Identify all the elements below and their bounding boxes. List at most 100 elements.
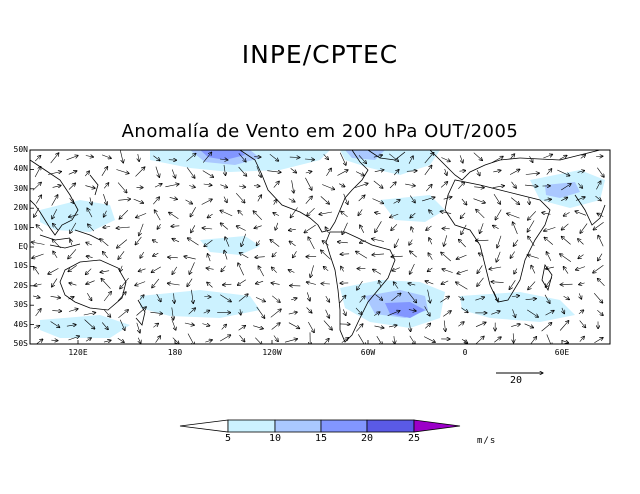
wind-vector-arrow: [358, 334, 365, 344]
wind-vector-arrow: [580, 155, 586, 159]
wind-vector-arrow: [356, 324, 363, 332]
wind-vector-arrow: [256, 306, 265, 318]
wind-vector-arrow: [493, 170, 501, 172]
wind-vector-arrow: [238, 210, 244, 216]
wind-vector-arrow: [270, 309, 281, 318]
wind-vector-arrow: [69, 283, 77, 285]
wind-vector-arrow: [577, 171, 585, 173]
wind-vector-arrow: [511, 296, 520, 297]
colorbar-label-20: 20: [360, 433, 374, 444]
wind-vector-arrow: [511, 324, 520, 327]
wind-vector-arrow: [579, 283, 585, 285]
wind-vector-arrow: [491, 156, 503, 163]
wind-vector-arrow: [87, 208, 93, 218]
wind-vector-arrow: [136, 307, 147, 316]
wind-vector-arrow: [52, 311, 61, 312]
wind-vector-arrow: [101, 154, 111, 159]
latitude-ticks: [30, 149, 34, 345]
wind-vector-arrow: [546, 334, 552, 344]
wind-vector-arrow: [343, 193, 348, 205]
wind-vector-arrow: [559, 321, 569, 331]
wind-vector-arrow: [392, 267, 400, 271]
wind-vector-arrow: [50, 296, 61, 298]
wind-vector-arrow: [119, 150, 123, 163]
wind-vector-arrow: [359, 241, 366, 243]
colorbar-unit-label: m/s: [477, 436, 497, 446]
wind-vector-arrow: [524, 185, 538, 186]
wind-vector-arrow: [358, 209, 363, 215]
wind-vector-arrow: [528, 211, 537, 220]
wind-vector-arrow: [172, 266, 178, 275]
wind-vector-arrow: [307, 207, 315, 216]
wind-vector-arrow: [238, 263, 244, 276]
wind-vector-arrow: [50, 153, 59, 164]
wind-vector-arrow: [409, 335, 415, 344]
wind-vector-arrow: [256, 281, 264, 284]
wind-vector-arrow: [530, 337, 536, 344]
wind-vector-arrow: [425, 281, 434, 285]
wind-vector-arrow: [575, 211, 587, 216]
wind-vector-arrow: [443, 311, 451, 317]
wind-vector-arrow: [594, 338, 603, 344]
wind-vector-arrow: [373, 180, 383, 188]
greenland-coast: [367, 150, 406, 161]
wind-vector-arrow: [395, 238, 399, 248]
wind-vector-arrow: [444, 320, 445, 332]
wind-vector-arrow: [293, 251, 297, 257]
wind-vector-arrow: [321, 284, 330, 285]
wind-vector-arrow: [256, 166, 261, 177]
wind-vector-arrow: [387, 311, 400, 316]
wind-vector-arrow: [441, 157, 450, 162]
wind-vector-arrow: [207, 282, 213, 288]
wind-vector-arrow: [525, 173, 540, 174]
wind-vector-arrow: [406, 171, 417, 172]
wind-vector-arrow: [52, 209, 58, 219]
wind-vector-arrow: [595, 195, 602, 201]
wind-vector-arrow: [410, 212, 416, 218]
wind-vector-arrow: [541, 323, 552, 332]
wind-vector-arrow: [269, 153, 279, 161]
wind-vector-arrow: [319, 211, 333, 214]
wind-vector-arrow: [560, 254, 572, 262]
wind-vector-arrow: [443, 197, 452, 199]
wind-vector-arrow: [529, 155, 533, 162]
wind-vector-arrow: [256, 240, 259, 245]
wind-vector-arrow: [171, 319, 176, 330]
wind-vector-arrow: [343, 309, 346, 315]
wind-vector-arrow: [254, 226, 262, 229]
wind-vector-arrow: [427, 267, 433, 272]
wind-vector-arrow: [273, 181, 279, 188]
wind-vector-arrow: [513, 239, 519, 246]
wind-vector-arrow: [85, 156, 94, 158]
wind-vector-arrow: [168, 257, 178, 258]
wind-vector-arrow: [593, 222, 604, 230]
wind-vector-arrow: [185, 199, 193, 204]
wind-vector-arrow: [138, 154, 139, 161]
wind-vector-arrow: [441, 280, 449, 284]
wind-vector-arrow: [271, 283, 280, 285]
wind-vector-arrow: [153, 253, 159, 256]
wind-vector-arrow: [190, 207, 196, 217]
wind-vector-arrow: [32, 182, 41, 191]
wind-vector-arrow: [204, 297, 211, 298]
wind-vector-arrow: [86, 242, 93, 245]
wind-vector-arrow: [511, 181, 517, 188]
wind-vector-arrow: [510, 154, 515, 159]
wind-vector-arrow: [66, 156, 79, 161]
japan-coast: [89, 174, 99, 196]
new-zealand-coast: [135, 299, 146, 326]
wind-vector-arrow: [272, 295, 280, 303]
wind-vector-arrow: [308, 321, 314, 333]
wind-vector-arrow: [475, 297, 484, 301]
south-america-coast: [325, 231, 396, 343]
wind-vector-arrow: [236, 226, 246, 231]
wind-vector-arrow: [103, 292, 111, 302]
wind-vector-arrow: [579, 320, 586, 328]
wind-vector-arrow: [578, 310, 584, 315]
wind-vector-arrow: [394, 336, 395, 344]
wind-vector-arrow: [225, 237, 230, 247]
wind-vector-arrow: [528, 281, 536, 290]
wind-vector-arrow: [172, 239, 180, 243]
wind-vector-arrow: [527, 220, 535, 233]
wind-vector-arrow: [356, 251, 368, 259]
